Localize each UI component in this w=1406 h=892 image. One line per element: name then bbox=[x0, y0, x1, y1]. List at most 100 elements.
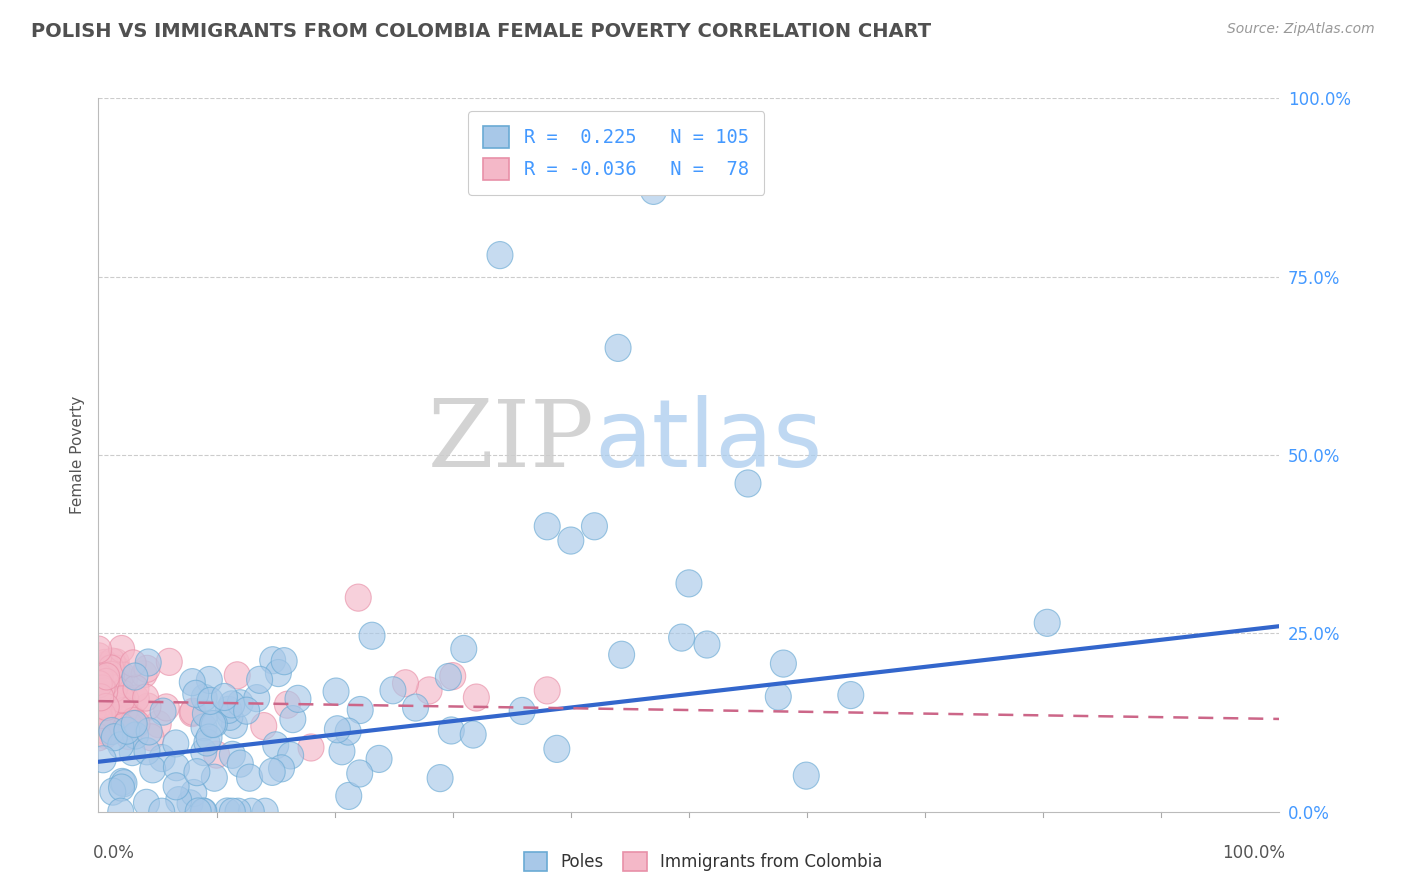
Ellipse shape bbox=[225, 798, 252, 825]
Ellipse shape bbox=[121, 707, 148, 734]
Ellipse shape bbox=[460, 721, 486, 748]
Ellipse shape bbox=[197, 666, 222, 694]
Ellipse shape bbox=[735, 470, 761, 497]
Ellipse shape bbox=[156, 648, 183, 675]
Y-axis label: Female Poverty: Female Poverty bbox=[69, 396, 84, 514]
Ellipse shape bbox=[90, 707, 117, 734]
Ellipse shape bbox=[86, 696, 112, 723]
Ellipse shape bbox=[440, 663, 465, 690]
Ellipse shape bbox=[149, 798, 174, 825]
Ellipse shape bbox=[86, 692, 112, 719]
Ellipse shape bbox=[135, 649, 162, 676]
Ellipse shape bbox=[86, 680, 112, 706]
Ellipse shape bbox=[669, 624, 695, 651]
Ellipse shape bbox=[179, 699, 205, 727]
Ellipse shape bbox=[91, 699, 118, 726]
Ellipse shape bbox=[219, 690, 245, 718]
Ellipse shape bbox=[219, 741, 246, 768]
Ellipse shape bbox=[111, 698, 138, 724]
Ellipse shape bbox=[195, 724, 222, 751]
Ellipse shape bbox=[1035, 609, 1060, 636]
Ellipse shape bbox=[163, 730, 188, 757]
Ellipse shape bbox=[329, 738, 354, 764]
Ellipse shape bbox=[770, 650, 796, 677]
Ellipse shape bbox=[93, 701, 120, 729]
Ellipse shape bbox=[105, 697, 132, 723]
Ellipse shape bbox=[509, 698, 536, 724]
Ellipse shape bbox=[135, 693, 160, 720]
Ellipse shape bbox=[186, 798, 211, 825]
Ellipse shape bbox=[139, 756, 166, 783]
Ellipse shape bbox=[609, 641, 634, 668]
Ellipse shape bbox=[134, 738, 160, 764]
Ellipse shape bbox=[120, 739, 145, 765]
Legend: R =  0.225   N = 105, R = -0.036   N =  78: R = 0.225 N = 105, R = -0.036 N = 78 bbox=[468, 112, 765, 194]
Ellipse shape bbox=[214, 798, 240, 825]
Ellipse shape bbox=[110, 714, 135, 740]
Ellipse shape bbox=[104, 705, 131, 732]
Ellipse shape bbox=[110, 686, 135, 713]
Ellipse shape bbox=[138, 723, 165, 751]
Ellipse shape bbox=[111, 770, 136, 797]
Legend: Poles, Immigrants from Colombia: Poles, Immigrants from Colombia bbox=[515, 843, 891, 880]
Ellipse shape bbox=[115, 723, 142, 749]
Ellipse shape bbox=[201, 711, 228, 738]
Ellipse shape bbox=[427, 764, 453, 792]
Ellipse shape bbox=[136, 718, 162, 745]
Ellipse shape bbox=[87, 684, 112, 712]
Ellipse shape bbox=[246, 666, 273, 693]
Ellipse shape bbox=[271, 648, 297, 674]
Text: ZIP: ZIP bbox=[427, 396, 595, 485]
Ellipse shape bbox=[228, 750, 253, 777]
Ellipse shape bbox=[112, 697, 138, 724]
Ellipse shape bbox=[153, 694, 180, 721]
Ellipse shape bbox=[101, 675, 128, 702]
Ellipse shape bbox=[676, 570, 702, 597]
Ellipse shape bbox=[534, 513, 560, 540]
Ellipse shape bbox=[93, 668, 120, 696]
Ellipse shape bbox=[134, 789, 159, 816]
Ellipse shape bbox=[266, 659, 291, 687]
Ellipse shape bbox=[380, 677, 406, 704]
Ellipse shape bbox=[114, 717, 139, 744]
Ellipse shape bbox=[211, 683, 238, 711]
Ellipse shape bbox=[252, 798, 278, 825]
Ellipse shape bbox=[131, 661, 157, 688]
Ellipse shape bbox=[94, 663, 120, 690]
Ellipse shape bbox=[228, 690, 253, 717]
Ellipse shape bbox=[183, 681, 208, 707]
Ellipse shape bbox=[191, 739, 217, 765]
Ellipse shape bbox=[200, 710, 225, 738]
Ellipse shape bbox=[263, 731, 288, 759]
Ellipse shape bbox=[166, 787, 191, 814]
Ellipse shape bbox=[90, 746, 117, 772]
Ellipse shape bbox=[93, 718, 120, 745]
Ellipse shape bbox=[98, 661, 124, 689]
Text: 0.0%: 0.0% bbox=[93, 844, 135, 862]
Ellipse shape bbox=[122, 663, 148, 690]
Ellipse shape bbox=[180, 698, 205, 725]
Ellipse shape bbox=[243, 684, 270, 712]
Ellipse shape bbox=[336, 782, 361, 809]
Ellipse shape bbox=[93, 722, 118, 748]
Ellipse shape bbox=[87, 664, 112, 691]
Ellipse shape bbox=[259, 758, 285, 786]
Ellipse shape bbox=[335, 718, 361, 745]
Ellipse shape bbox=[215, 697, 242, 723]
Ellipse shape bbox=[108, 731, 134, 759]
Ellipse shape bbox=[115, 710, 142, 738]
Ellipse shape bbox=[269, 755, 294, 782]
Ellipse shape bbox=[366, 746, 392, 772]
Ellipse shape bbox=[765, 683, 792, 710]
Text: POLISH VS IMMIGRANTS FROM COLOMBIA FEMALE POVERTY CORRELATION CHART: POLISH VS IMMIGRANTS FROM COLOMBIA FEMAL… bbox=[31, 22, 931, 41]
Ellipse shape bbox=[641, 178, 666, 204]
Ellipse shape bbox=[191, 798, 217, 825]
Ellipse shape bbox=[194, 729, 219, 756]
Ellipse shape bbox=[451, 635, 477, 663]
Ellipse shape bbox=[89, 682, 114, 709]
Ellipse shape bbox=[112, 686, 139, 713]
Ellipse shape bbox=[298, 734, 323, 761]
Text: atlas: atlas bbox=[595, 394, 823, 487]
Ellipse shape bbox=[103, 648, 129, 676]
Ellipse shape bbox=[145, 711, 172, 738]
